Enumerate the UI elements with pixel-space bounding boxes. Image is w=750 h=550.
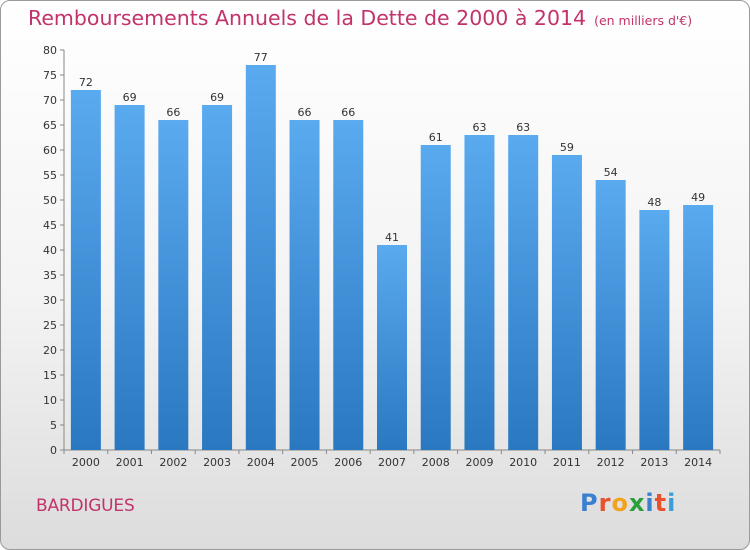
y-tick-label: 75 (43, 69, 57, 82)
bar-2001 (114, 105, 145, 450)
x-tick-label-2007: 2007 (378, 456, 406, 469)
x-tick-label-2009: 2009 (465, 456, 493, 469)
bar-2011 (551, 155, 582, 450)
x-tick-label-2013: 2013 (640, 456, 668, 469)
logo-letter: o (611, 489, 629, 517)
bar-2000 (70, 90, 101, 450)
y-tick-label: 0 (50, 444, 57, 457)
bar-2007 (377, 245, 407, 450)
x-tick-label-2011: 2011 (553, 456, 581, 469)
y-tick-label: 45 (43, 219, 57, 232)
logo-letter: i (667, 489, 677, 517)
value-label-2007: 41 (385, 231, 399, 244)
x-tick-label-2006: 2006 (334, 456, 362, 469)
commune-name: BARDIGUES (36, 496, 135, 516)
value-label-2001: 69 (123, 91, 137, 104)
value-label-2010: 63 (516, 121, 530, 134)
x-tick-label-2002: 2002 (159, 456, 187, 469)
value-label-2006: 66 (341, 106, 355, 119)
x-axis: 2000 2001 2002 2003 2004 2005 2006 2007 2008 2009… (63, 449, 721, 469)
x-tick-label-2008: 2008 (422, 456, 450, 469)
y-tick-label: 15 (43, 369, 57, 382)
value-label-2009: 63 (472, 121, 486, 134)
value-label-2002: 66 (166, 106, 180, 119)
bar-2009 (464, 135, 495, 450)
logo-letter: t (654, 489, 668, 517)
value-label-2000: 72 (79, 76, 93, 89)
logo-letter: P (580, 489, 599, 517)
x-tick-label-2003: 2003 (203, 456, 231, 469)
value-label-2004: 77 (254, 51, 268, 64)
bar-2004 (245, 65, 276, 450)
x-tick-label-2012: 2012 (597, 456, 625, 469)
data-labels: 72 69 66 69 77 66 66 41 61 63 63 59 54 48 49 (79, 51, 705, 244)
value-label-2005: 66 (298, 106, 312, 119)
logo-letter: i (645, 489, 655, 517)
y-tick-label: 35 (43, 269, 57, 282)
bar-2014 (683, 205, 714, 450)
value-label-2003: 69 (210, 91, 224, 104)
y-tick-label: 60 (43, 144, 57, 157)
chart-title: Remboursements Annuels de la Dette de 20… (28, 6, 692, 30)
value-label-2013: 48 (647, 196, 661, 209)
x-tick-label-2014: 2014 (684, 456, 712, 469)
y-tick-label: 20 (43, 344, 57, 357)
value-label-2014: 49 (691, 191, 705, 204)
logo-letter: x (628, 489, 646, 517)
y-tick-label: 30 (43, 294, 57, 307)
bar-2003 (202, 105, 233, 450)
bar-2006 (333, 120, 364, 450)
y-axis: 0 5 10 15 20 25 30 35 40 45 50 55 60 65 70 75 80 (43, 44, 65, 457)
y-tick-label: 5 (50, 419, 57, 432)
bar-2002 (158, 120, 189, 450)
x-tick-label-2005: 2005 (291, 456, 319, 469)
bars (70, 65, 714, 450)
chart-title-text: Remboursements Annuels de la Dette de 20… (28, 6, 587, 30)
y-tick-label: 80 (43, 44, 57, 57)
logo-letter: r (598, 489, 612, 517)
y-tick-label: 50 (43, 194, 57, 207)
x-tick-label-2010: 2010 (509, 456, 537, 469)
bar-2010 (508, 135, 539, 450)
y-tick-label: 25 (43, 319, 57, 332)
x-tick-label-2004: 2004 (247, 456, 275, 469)
bar-2013 (639, 210, 670, 450)
bar-2008 (420, 145, 451, 450)
y-tick-label: 55 (43, 169, 57, 182)
y-tick-label: 40 (43, 244, 57, 257)
bar-2012 (595, 180, 626, 450)
x-tick-label-2000: 2000 (72, 456, 100, 469)
y-tick-label: 10 (43, 394, 57, 407)
proxiti-logo: Proxiti (580, 489, 676, 517)
bar-2005 (289, 120, 320, 450)
value-label-2012: 54 (604, 166, 618, 179)
y-tick-label: 65 (43, 119, 57, 132)
y-tick-label: 70 (43, 94, 57, 107)
x-tick-label-2001: 2001 (116, 456, 144, 469)
chart-unit: (en milliers d'€) (594, 13, 693, 28)
value-label-2011: 59 (560, 141, 574, 154)
value-label-2008: 61 (429, 131, 443, 144)
